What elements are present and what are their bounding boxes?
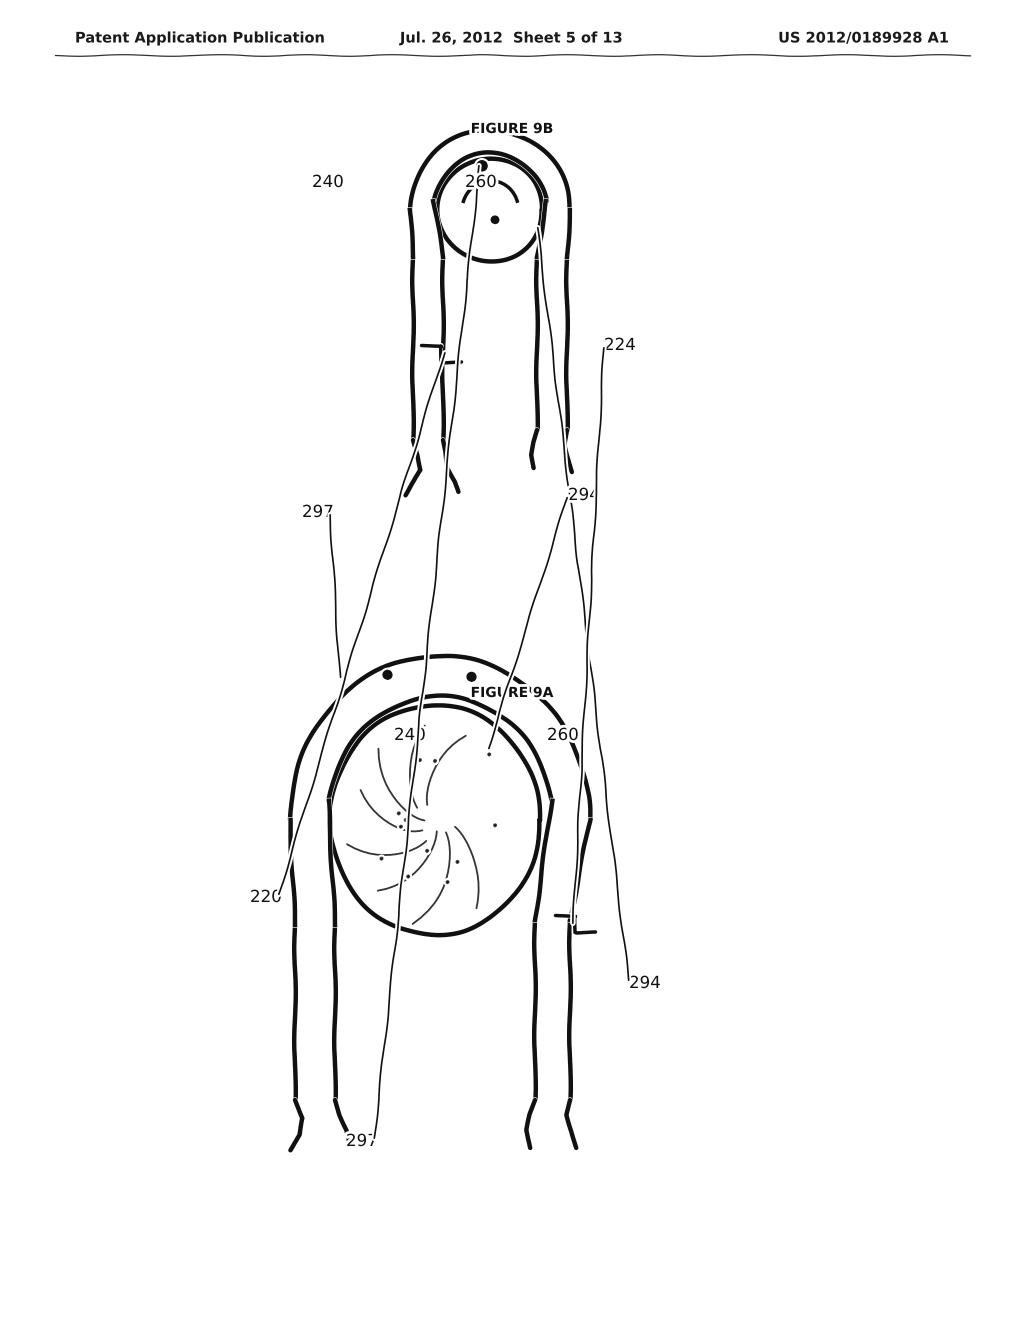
Text: Patent Application Publication: Patent Application Publication <box>75 30 327 45</box>
Text: 220: 220 <box>250 888 282 906</box>
Text: FIGURE 9B: FIGURE 9B <box>471 121 553 136</box>
Text: Jul. 26, 2012  Sheet 5 of 13: Jul. 26, 2012 Sheet 5 of 13 <box>400 30 624 45</box>
Text: 294: 294 <box>629 974 660 993</box>
Text: 224: 224 <box>604 337 636 354</box>
Text: 260: 260 <box>547 726 579 744</box>
Text: 297: 297 <box>302 503 334 521</box>
Text: 297: 297 <box>346 1133 378 1150</box>
Text: 294: 294 <box>568 486 600 504</box>
Text: US 2012/0189928 A1: US 2012/0189928 A1 <box>778 30 950 45</box>
Text: 240: 240 <box>394 726 426 744</box>
Text: 260: 260 <box>465 173 497 191</box>
Text: FIGURE 9A: FIGURE 9A <box>471 686 553 700</box>
Text: 240: 240 <box>312 173 344 191</box>
